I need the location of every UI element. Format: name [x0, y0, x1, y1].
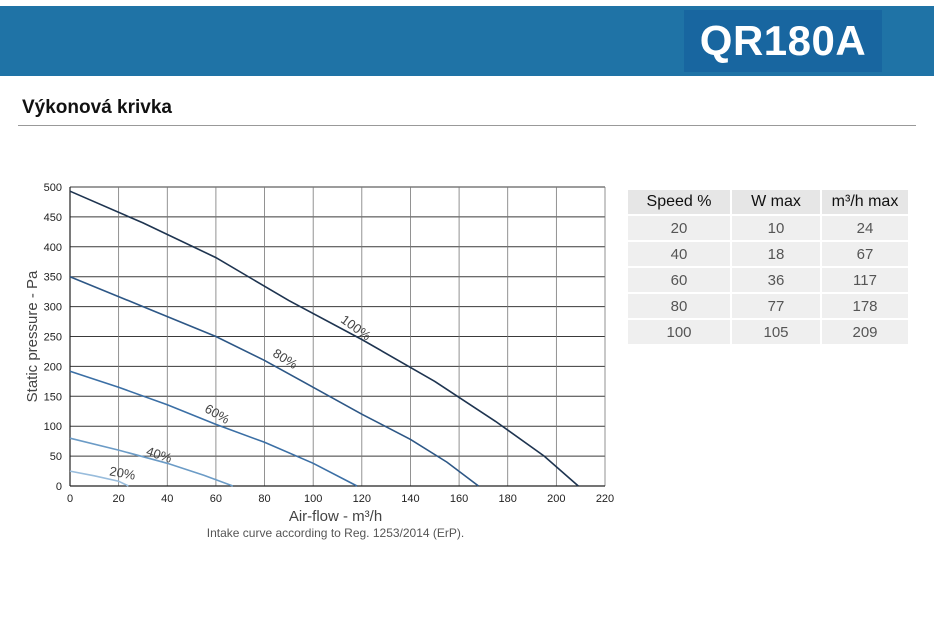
x-axis-label: Air-flow - m³/h [289, 508, 382, 525]
series-line [69, 275, 479, 487]
table-row: 20 10 24 [628, 216, 908, 240]
y-tick-label: 350 [44, 272, 62, 284]
x-tick-label: 60 [210, 493, 222, 505]
cell-airflow-max: 178 [822, 294, 908, 318]
section-divider [18, 125, 916, 126]
y-tick-label: 300 [44, 302, 62, 314]
cell-speed: 40 [628, 242, 730, 266]
cell-speed: 20 [628, 216, 730, 240]
x-tick-label: 80 [258, 493, 270, 505]
table-row: 60 36 117 [628, 268, 908, 292]
performance-chart: 0 50 100 150 200 250 300 350 400 450 500 0 20 40 60 80 1… [24, 182, 614, 540]
cell-speed: 100 [628, 320, 730, 344]
series-label: 60% [202, 401, 232, 427]
cell-w-max: 77 [732, 294, 820, 318]
cell-speed: 60 [628, 268, 730, 292]
speed-table: Speed % W max m³/h max 20 10 24 40 18 67… [626, 188, 910, 346]
table-header-row: Speed % W max m³/h max [628, 190, 908, 214]
y-tick-label: 450 [44, 212, 62, 224]
y-tick-label: 500 [44, 182, 62, 194]
x-tick-label: 0 [67, 493, 73, 505]
series-label: 20% [108, 463, 137, 482]
cell-airflow-max: 117 [822, 268, 908, 292]
cell-airflow-max: 209 [822, 320, 908, 344]
x-tick-label: 20 [113, 493, 125, 505]
table-row: 40 18 67 [628, 242, 908, 266]
cell-airflow-max: 24 [822, 216, 908, 240]
cell-w-max: 18 [732, 242, 820, 266]
y-tick-label: 150 [44, 391, 62, 403]
x-tick-label: 120 [353, 493, 371, 505]
cell-w-max: 10 [732, 216, 820, 240]
header-w-max: W max [732, 190, 820, 214]
series-label: 40% [144, 443, 174, 465]
y-tick-label: 0 [56, 481, 62, 493]
series-line [69, 370, 358, 487]
y-tick-label: 200 [44, 361, 62, 373]
series-label: 100% [338, 312, 374, 344]
series-line [69, 190, 579, 487]
x-tick-label: 140 [401, 493, 419, 505]
x-tick-label: 180 [499, 493, 517, 505]
cell-speed: 80 [628, 294, 730, 318]
section-title: Výkonová krivka [22, 97, 172, 118]
series-line [69, 470, 129, 487]
cell-w-max: 105 [732, 320, 820, 344]
x-tick-label: 40 [161, 493, 173, 505]
table-row: 80 77 178 [628, 294, 908, 318]
y-tick-label: 250 [44, 332, 62, 344]
header-speed: Speed % [628, 190, 730, 214]
header-banner: QR180A [0, 6, 934, 76]
series-line [69, 437, 234, 487]
x-tick-label: 200 [547, 493, 565, 505]
cell-airflow-max: 67 [822, 242, 908, 266]
y-tick-label: 100 [44, 421, 62, 433]
y-tick-label: 50 [50, 451, 62, 463]
y-tick-label: 400 [44, 242, 62, 254]
series-label: 80% [270, 345, 300, 372]
x-tick-label: 220 [596, 493, 614, 505]
cell-w-max: 36 [732, 268, 820, 292]
chart-caption: Intake curve according to Reg. 1253/2014… [207, 526, 464, 540]
x-tick-label: 160 [450, 493, 468, 505]
x-tick-label: 100 [304, 493, 322, 505]
model-title: QR180A [684, 10, 882, 72]
header-airflow-max: m³/h max [822, 190, 908, 214]
y-axis-label: Static pressure - Pa [24, 270, 41, 402]
table-row: 100 105 209 [628, 320, 908, 344]
